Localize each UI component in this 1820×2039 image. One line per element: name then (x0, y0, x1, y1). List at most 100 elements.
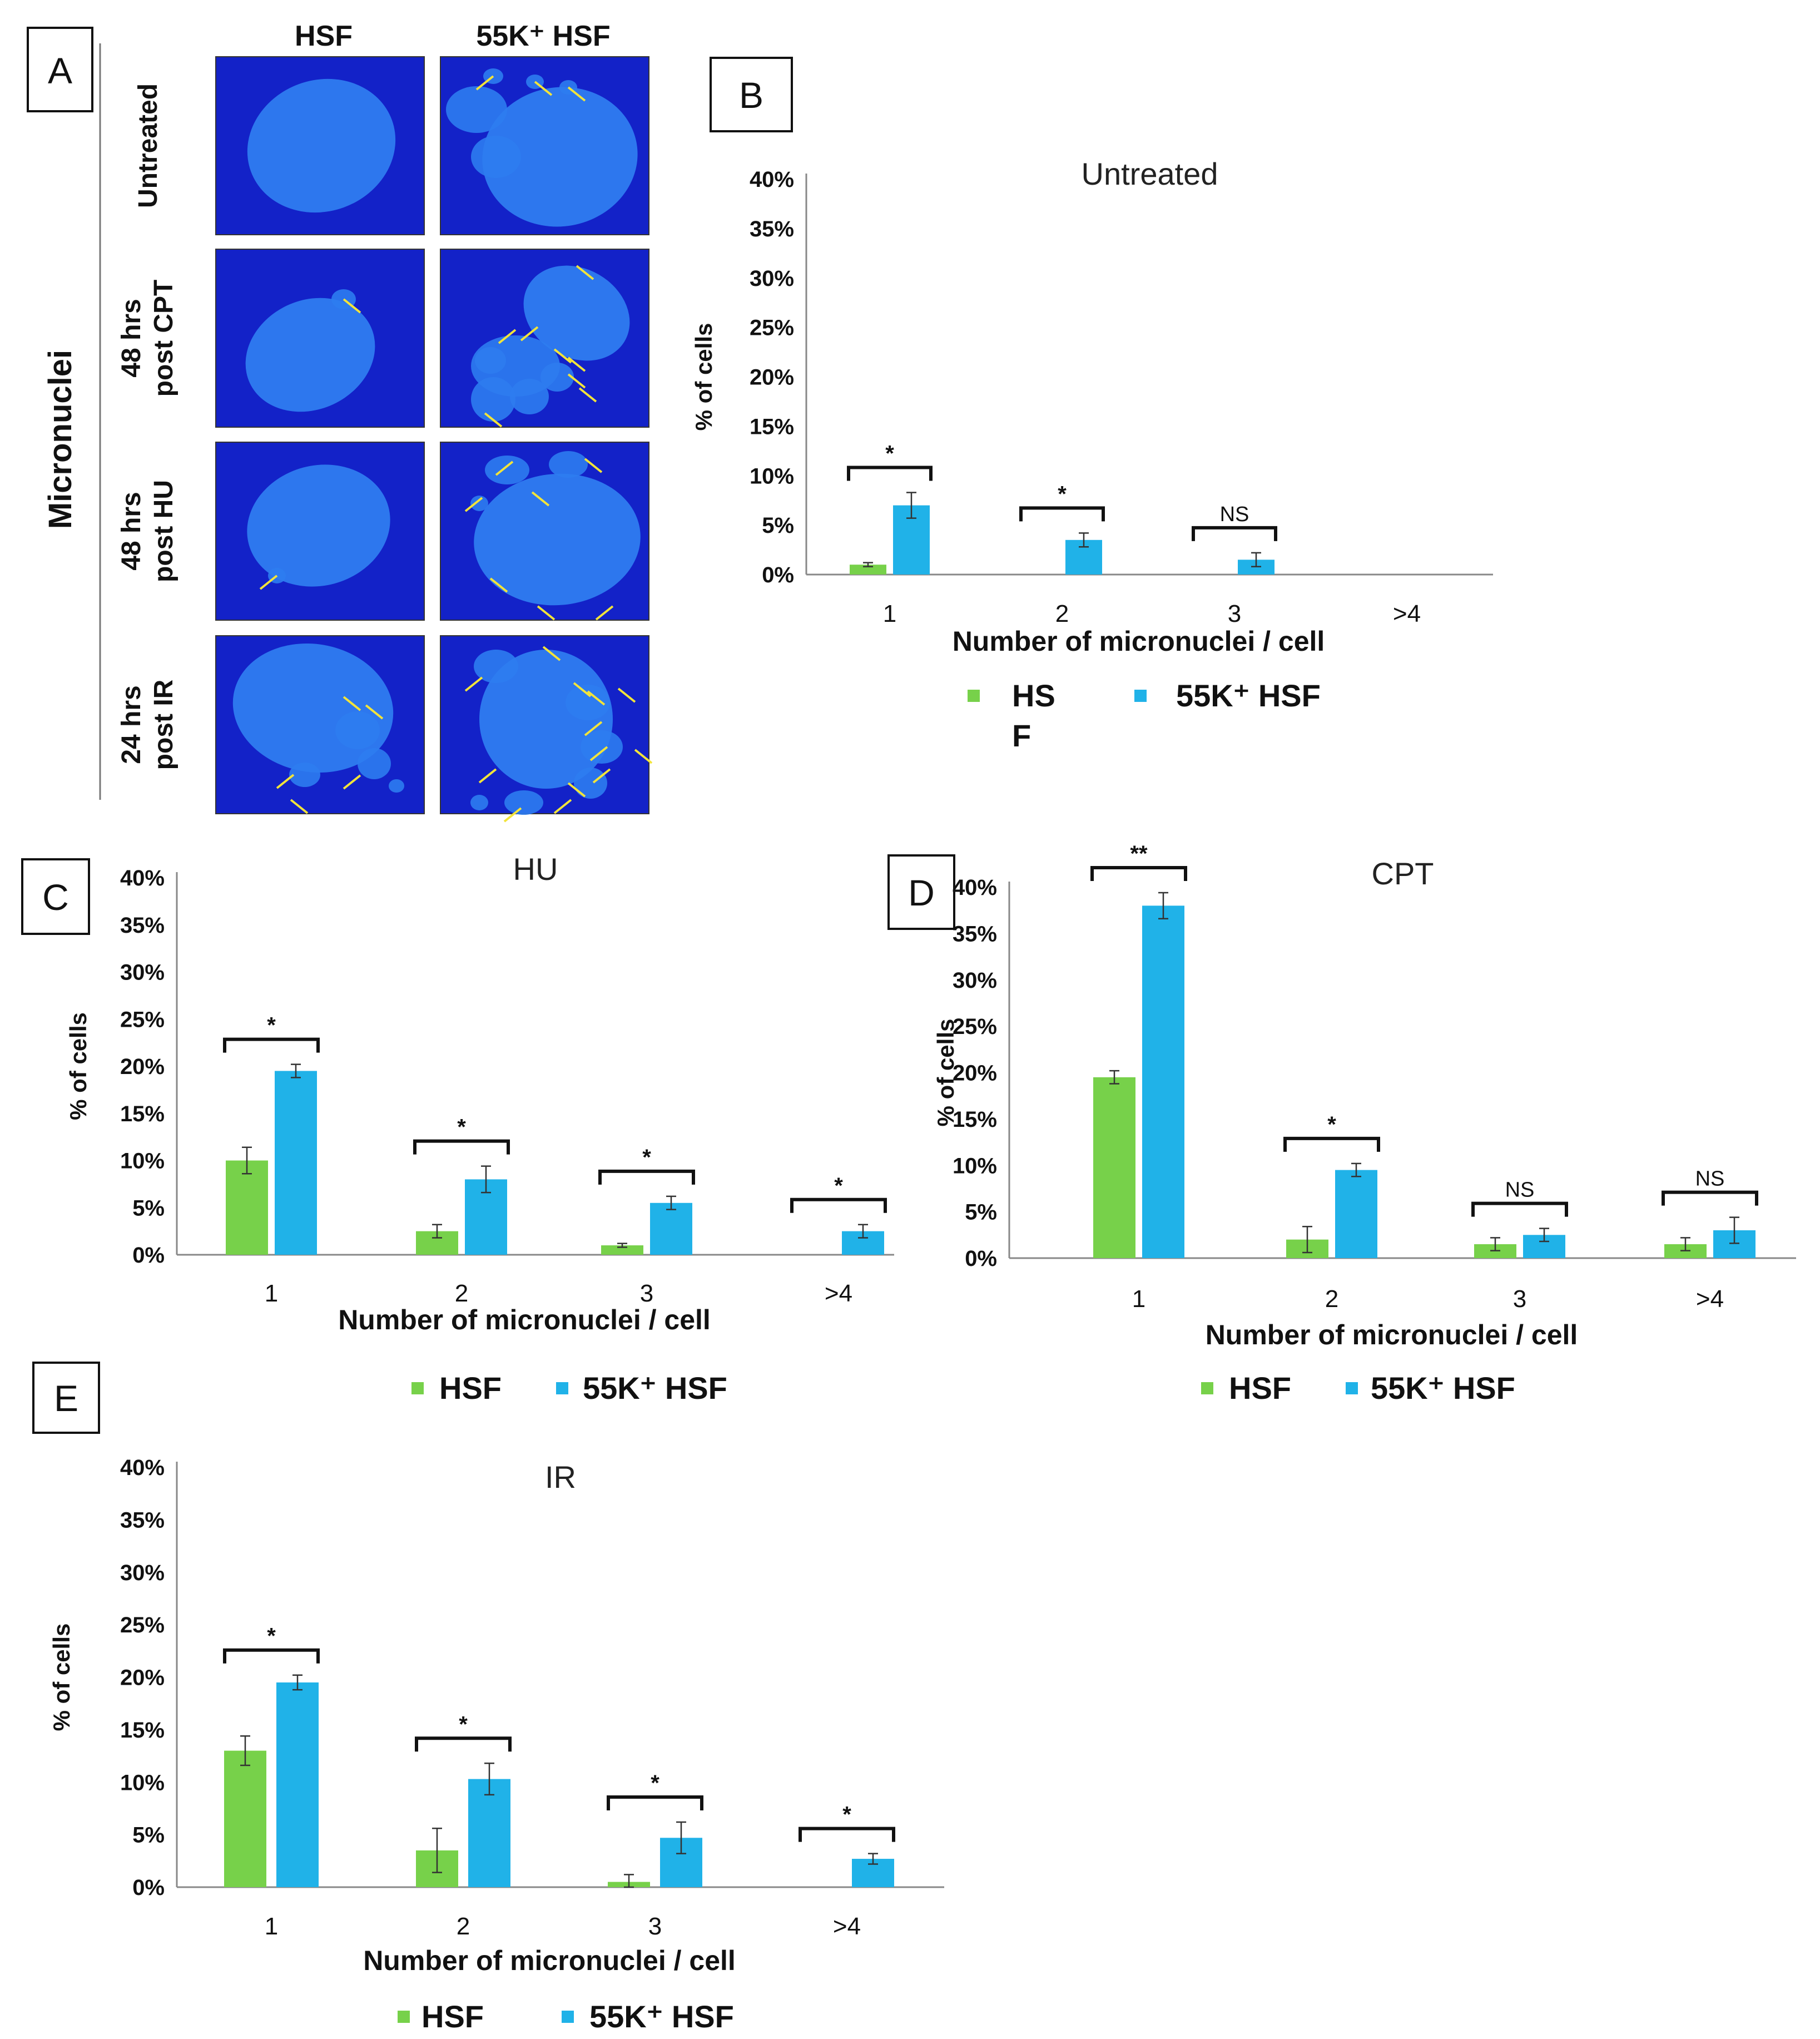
arrow-icon (537, 605, 556, 621)
arrow-icon (484, 412, 503, 428)
significance-label: ** (1130, 842, 1148, 866)
panel-label: D (908, 872, 935, 913)
bar-hsf (1093, 1077, 1135, 1258)
panel-label-box (21, 858, 90, 935)
arrow-icon (634, 749, 653, 764)
significance-bracket (1090, 866, 1187, 882)
significance-label: * (834, 1174, 843, 1198)
x-tick-label: 2 (457, 1913, 470, 1940)
y-tick-label: 15% (750, 414, 794, 439)
arrow-icon (553, 799, 572, 814)
y-axis-label: % of cells (933, 1019, 959, 1127)
x-tick-label: 1 (883, 600, 896, 627)
micrograph-cell (215, 56, 425, 235)
y-axis-label: % of cells (65, 1012, 91, 1120)
significance-label: * (267, 1013, 276, 1038)
x-tick-label: 2 (1325, 1285, 1338, 1313)
y-tick-label: 40% (120, 866, 165, 890)
significance-bracket (799, 1827, 895, 1842)
chart-title: Untreated (1082, 156, 1218, 191)
x-axis-label: Number of micronuclei / cell (953, 626, 1325, 657)
chart-b: B Untreated 0% 5% 10% 15% 20% 25% 30% 35% 40% % of … (691, 57, 1493, 753)
arrow-icon (567, 782, 586, 798)
legend-label: 55K⁺ HSF (589, 1999, 734, 2034)
micronucleus (446, 86, 507, 133)
y-tick-label: 35% (120, 1508, 165, 1532)
nucleus (474, 473, 641, 606)
x-tick-label: 1 (265, 1913, 278, 1940)
legend-label: 55K⁺ HSF (583, 1370, 727, 1405)
y-tick-label: 20% (953, 1061, 997, 1086)
arrow-icon (259, 575, 278, 590)
significance-label: * (457, 1115, 466, 1140)
x-tick-label: 1 (1132, 1285, 1145, 1313)
y-tick-label: 35% (953, 922, 997, 946)
y-tick-label: 35% (120, 913, 165, 938)
nucleus (479, 650, 613, 789)
bar-55k-hsf (1335, 1170, 1377, 1258)
arrow-icon (553, 348, 572, 364)
bar-55k-hsf (1142, 905, 1184, 1258)
y-tick-label: 10% (120, 1149, 165, 1174)
y-tick-label: 40% (953, 875, 997, 900)
significance-bracket (847, 466, 933, 481)
panel-label: A (48, 50, 72, 91)
chart-e: E IR 0% 5% 10% 15% 20% 25% 30% 35% 40% % of cells Nu… (32, 1362, 944, 2034)
significance-bracket (598, 1169, 695, 1185)
arrow-icon (276, 774, 295, 789)
micronucleus (549, 451, 588, 478)
micronucleus (389, 779, 404, 793)
arrow-icon (534, 81, 553, 96)
nucleus (247, 464, 390, 587)
y-tick-label: 5% (762, 513, 794, 538)
micrograph-cell (440, 249, 649, 428)
nucleus (245, 298, 375, 412)
bar-55k-hsf (650, 1202, 692, 1255)
legend-label: F (1012, 718, 1031, 753)
bar-55k-hsf (276, 1682, 319, 1887)
x-tick-label: 2 (455, 1280, 468, 1307)
micronucleus (470, 496, 488, 511)
bar-hsf (601, 1245, 643, 1255)
arrow-icon (464, 676, 483, 692)
y-tick-label: 20% (120, 1055, 165, 1079)
chart-title: HU (513, 852, 558, 887)
x-axis-label: Number of micronuclei / cell (363, 1945, 736, 1976)
micrograph-cell (440, 442, 649, 621)
arrow-icon (567, 86, 586, 102)
panel-label-box (710, 57, 793, 132)
y-tick-label: 30% (120, 1561, 165, 1585)
y-tick-label: 30% (120, 961, 165, 985)
y-tick-label: 15% (120, 1718, 165, 1743)
legend-swatch (1134, 690, 1147, 702)
bar-hsf (226, 1160, 268, 1255)
x-tick-label: >4 (825, 1280, 852, 1307)
arrow-icon (576, 265, 594, 280)
row-label-line1: 48 hrs (117, 299, 146, 377)
arrow-icon (290, 799, 309, 814)
side-label: Micronuclei (42, 350, 78, 529)
row-label-line2: post CPT (149, 280, 178, 397)
row-label-line1: 48 hrs (117, 492, 146, 570)
y-tick-label: 25% (953, 1014, 997, 1039)
bar-55k-hsf (468, 1779, 510, 1887)
y-tick-label: 5% (965, 1200, 997, 1225)
y-tick-label: 10% (120, 1770, 165, 1795)
x-axis-label: Number of micronuclei / cell (1206, 1319, 1578, 1350)
significance-bracket (790, 1197, 887, 1213)
micrograph-cell (440, 635, 653, 823)
arrow-icon (573, 682, 592, 697)
x-tick-label: 3 (648, 1913, 662, 1940)
legend-label: 55K⁺ HSF (1176, 678, 1321, 713)
arrow-icon (587, 690, 606, 706)
panel-label: B (739, 75, 763, 116)
arrow-icon (475, 75, 494, 91)
column-title-hsf: HSF (295, 20, 353, 52)
arrow-icon (365, 704, 384, 720)
x-tick-label: 1 (265, 1280, 278, 1307)
micronucleus (566, 685, 610, 720)
y-tick-label: 0% (762, 563, 794, 587)
arrow-icon (495, 461, 514, 476)
arrow-icon (578, 387, 597, 403)
